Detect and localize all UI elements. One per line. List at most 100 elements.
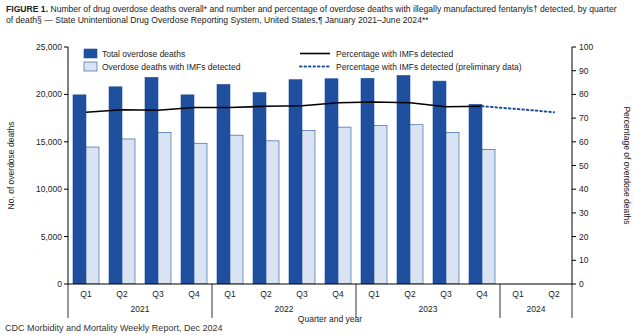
y2-tick (572, 189, 576, 190)
legend: Total overdose deaths Overdose deaths wit… (84, 49, 522, 72)
line (86, 102, 482, 112)
x-axis (68, 284, 572, 285)
y2-tick-label: 10 (579, 255, 589, 265)
x-tick-label: Q4 (332, 289, 344, 299)
y2-tick (572, 236, 576, 237)
legend-swatch (300, 53, 330, 55)
x-tick-label: Q3 (152, 289, 164, 299)
year-label: 2022 (275, 304, 294, 314)
plot-marks (73, 75, 554, 284)
y2-tick-label: 40 (579, 184, 589, 194)
legend-label: Overdose deaths with IMFs detected (102, 62, 241, 72)
year-label: 2024 (527, 304, 546, 314)
y-tick-label: 0 (57, 279, 62, 289)
group-separator (572, 284, 573, 318)
y2-tick (572, 47, 576, 48)
y-axis (68, 47, 69, 284)
legend-label: Total overdose deaths (102, 49, 185, 59)
chart: 0 5,000 10,000 15,000 20,000 25,000 0 10 20 30 40 5… (0, 0, 634, 335)
y2-tick (572, 260, 576, 261)
y2-tick-label: 20 (579, 232, 589, 242)
bar (266, 141, 279, 284)
y-tick (64, 284, 68, 285)
legend-swatch (84, 49, 97, 58)
y2-axis-label: Percentage of overdose deaths (622, 106, 632, 224)
bar (374, 126, 387, 284)
bar (217, 84, 230, 284)
x-tick-label: Q4 (476, 289, 488, 299)
bar (73, 95, 86, 284)
group-separator (356, 284, 357, 318)
bar (338, 127, 351, 284)
y-tick (64, 94, 68, 95)
y2-tick (572, 212, 576, 213)
bar (109, 87, 122, 284)
chart-title: FIGURE 1. Number of drug overdose deaths… (6, 4, 626, 26)
y-tick (64, 47, 68, 48)
x-tick-label: Q1 (368, 289, 380, 299)
y-tick (64, 236, 68, 237)
x-tick-label: Q1 (224, 289, 236, 299)
bar (433, 81, 446, 284)
x-tick-label: Q4 (188, 289, 200, 299)
bar (446, 132, 459, 284)
x-axis-label: Quarter and year (298, 314, 362, 324)
y2-tick (572, 118, 576, 119)
x-tick-label: Q2 (548, 289, 560, 299)
bar (289, 80, 302, 284)
bar (397, 75, 410, 284)
bar (361, 78, 374, 284)
line (482, 106, 554, 112)
bar (469, 104, 482, 284)
y2-tick-label: 80 (579, 89, 589, 99)
legend-swatch (84, 62, 97, 71)
x-tick-label: Q1 (512, 289, 524, 299)
x-tick-label: Q2 (116, 289, 128, 299)
group-separator (212, 284, 213, 318)
bar (253, 93, 266, 284)
y-axis-label: No. of overdose deaths (6, 122, 16, 210)
bar (145, 77, 158, 284)
footer: CDC Morbidity and Mortality Weekly Repor… (5, 323, 222, 333)
bar (230, 135, 243, 284)
legend-label: Percentage with IMFs detected (prelimina… (336, 62, 522, 72)
y2-tick-label: 70 (579, 113, 589, 123)
x-tick-label: Q3 (440, 289, 452, 299)
y-tick-label: 15,000 (36, 137, 62, 147)
y2-tick-label: 50 (579, 161, 589, 171)
bar (122, 139, 135, 284)
bar (302, 130, 315, 284)
y2-tick (572, 165, 576, 166)
bar (86, 147, 99, 284)
bar (410, 125, 423, 284)
y-tick-label: 10,000 (36, 184, 62, 194)
bar (482, 149, 495, 284)
y2-tick (572, 94, 576, 95)
y2-tick (572, 284, 576, 285)
year-label: 2023 (419, 304, 438, 314)
bar (325, 79, 338, 284)
y2-tick-label: 100 (579, 42, 593, 52)
bar (194, 143, 207, 284)
group-separator (68, 284, 69, 318)
y-tick (64, 189, 68, 190)
legend-swatch (300, 66, 330, 68)
y2-tick (572, 141, 576, 142)
x-tick-label: Q1 (80, 289, 92, 299)
year-label: 2021 (131, 304, 150, 314)
bar (181, 95, 194, 284)
legend-label: Percentage with IMFs detected (336, 49, 453, 59)
y-tick-label: 5,000 (41, 232, 63, 242)
x-tick-label: Q2 (404, 289, 416, 299)
y2-tick (572, 70, 576, 71)
x-tick-label: Q3 (296, 289, 308, 299)
y-tick (64, 141, 68, 142)
y2-tick-label: 90 (579, 66, 589, 76)
y-tick-label: 25,000 (36, 42, 62, 52)
y2-tick-label: 30 (579, 208, 589, 218)
x-tick-label: Q2 (260, 289, 272, 299)
group-separator (500, 284, 501, 318)
y2-tick-label: 0 (579, 279, 584, 289)
y-tick-label: 20,000 (36, 89, 62, 99)
bar (158, 132, 171, 284)
